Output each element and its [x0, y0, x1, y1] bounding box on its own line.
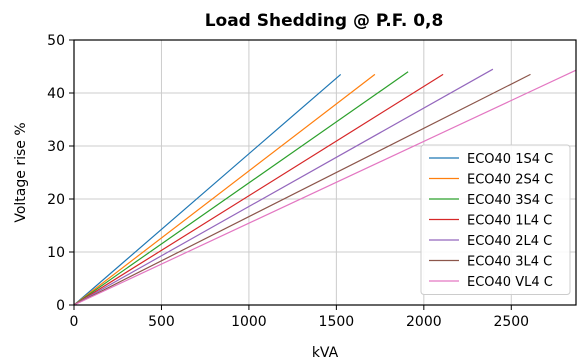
series-line — [73, 73, 531, 306]
series-line — [73, 68, 494, 306]
x-axis: 0 500 1000 1500 2000 2500 — [70, 305, 529, 330]
series-lines — [73, 68, 577, 306]
legend-entry: ECO40 3L4 C — [467, 255, 552, 270]
legend-entry: ECO40 2L4 C — [467, 234, 552, 249]
y-tick-label: 10 — [47, 245, 65, 261]
y-tick-label: 50 — [47, 33, 65, 49]
plot-frame — [73, 39, 577, 306]
legend-entry: ECO40 VL4 C — [467, 275, 553, 290]
series-line — [73, 71, 409, 306]
legend-box — [420, 144, 571, 295]
series-line — [73, 73, 342, 306]
legend-entry: ECO40 2S4 C — [467, 173, 553, 188]
y-tick-label: 30 — [47, 139, 65, 155]
legend-entry: ECO40 3S4 C — [467, 193, 553, 208]
x-axis-label: kVA — [312, 345, 339, 361]
legend: ECO40 1S4 C ECO40 2S4 C ECO40 3S4 C ECO40 1… — [420, 144, 571, 295]
y-axis: 0 10 20 30 40 50 — [47, 33, 74, 314]
x-tick-label: 2500 — [493, 314, 529, 330]
series-line — [73, 69, 577, 306]
x-tick-label: 500 — [148, 314, 175, 330]
y-tick-label: 0 — [56, 298, 65, 314]
y-axis-label: Voltage rise % — [13, 122, 29, 222]
x-tick-label: 1000 — [231, 314, 267, 330]
legend-entry: ECO40 1S4 C — [467, 152, 553, 167]
x-tick-label: 1500 — [319, 314, 355, 330]
x-tick-label: 2000 — [406, 314, 442, 330]
series-line — [73, 73, 376, 306]
x-tick-label: 0 — [70, 314, 79, 330]
legend-entry: ECO40 1L4 C — [467, 214, 552, 229]
y-tick-label: 40 — [47, 86, 65, 102]
y-tick-label: 20 — [47, 192, 65, 208]
chart-title: Load Shedding @ P.F. 0,8 — [205, 11, 444, 31]
series-line — [73, 73, 444, 306]
